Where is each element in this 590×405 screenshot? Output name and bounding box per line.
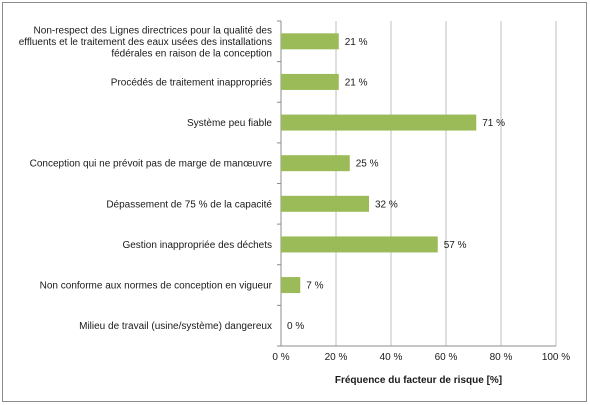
data-label: 0 % bbox=[287, 321, 304, 332]
category-label: Conception qui ne prévoit pas de marge d… bbox=[30, 159, 273, 170]
category-label: Non conforme aux normes de conception en… bbox=[40, 281, 273, 292]
bar bbox=[281, 236, 438, 253]
bar bbox=[281, 277, 301, 294]
bar bbox=[281, 33, 339, 50]
data-labels: 21 % 21 % 71 % 25 % 32 % 57 % 7 % 0 % bbox=[287, 37, 505, 332]
x-tick-label: 60 % bbox=[435, 352, 458, 363]
data-label: 21 % bbox=[345, 37, 368, 48]
data-label: 32 % bbox=[375, 199, 398, 210]
x-tick-label: 80 % bbox=[490, 352, 513, 363]
bars bbox=[281, 33, 477, 294]
data-label: 57 % bbox=[444, 240, 467, 251]
chart-frame: Non-respect des Lignes directrices pour … bbox=[2, 2, 587, 402]
data-label: 25 % bbox=[356, 159, 379, 170]
category-label: fédérales en raison de la conception bbox=[111, 48, 272, 59]
x-tick-label: 100 % bbox=[542, 352, 570, 363]
category-label: effluents et le traitement des eaux usée… bbox=[19, 37, 272, 48]
bar bbox=[281, 73, 339, 90]
x-tick-label: 20 % bbox=[325, 352, 348, 363]
bar-chart: Non-respect des Lignes directrices pour … bbox=[19, 20, 570, 386]
x-tick-label: 0 % bbox=[272, 352, 289, 363]
category-label: Procédés de traitement inappropriés bbox=[111, 77, 272, 88]
category-label: Non-respect des Lignes directrices pour … bbox=[34, 25, 272, 36]
category-label: Dépassement de 75 % de la capacité bbox=[106, 199, 272, 210]
data-label: 71 % bbox=[482, 118, 505, 129]
bar bbox=[281, 114, 477, 131]
gridlines bbox=[277, 20, 557, 347]
category-label: Gestion inappropriée des déchets bbox=[122, 240, 272, 251]
bar bbox=[281, 195, 369, 212]
data-label: 7 % bbox=[306, 281, 323, 292]
x-tick-label: 40 % bbox=[380, 352, 403, 363]
x-axis-label: Fréquence du facteur de risque [%] bbox=[335, 375, 502, 386]
bar bbox=[281, 155, 350, 172]
data-label: 21 % bbox=[345, 77, 368, 88]
category-label: Système peu fiable bbox=[187, 118, 272, 129]
category-labels: Non-respect des Lignes directrices pour … bbox=[19, 25, 273, 332]
x-tick-labels: 0 % 20 % 40 % 60 % 80 % 100 % bbox=[272, 352, 570, 363]
category-label: Milieu de travail (usine/système) danger… bbox=[79, 321, 272, 332]
